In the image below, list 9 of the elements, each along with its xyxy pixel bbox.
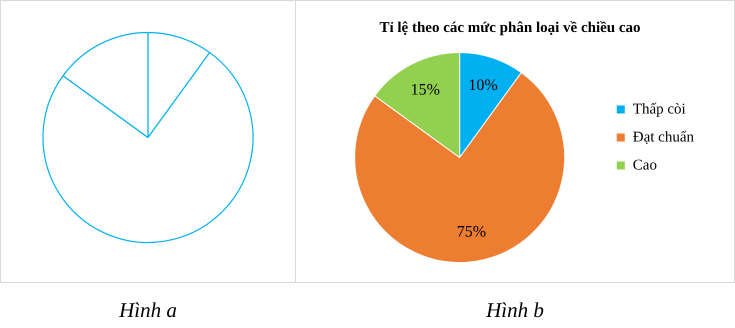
data-label: 75% [456,223,486,240]
chart-title: Tỉ lệ theo các mức phân loại về chiều cao [379,20,641,36]
data-label: 10% [468,76,498,94]
data-label: 15% [410,81,440,98]
text: Hình b [485,298,545,323]
legend-label: Cao [632,157,657,174]
legend-label: Đạt chuẩn [632,129,694,146]
legend-label: Thấp còi [632,101,686,118]
text: Hình a [118,298,178,323]
